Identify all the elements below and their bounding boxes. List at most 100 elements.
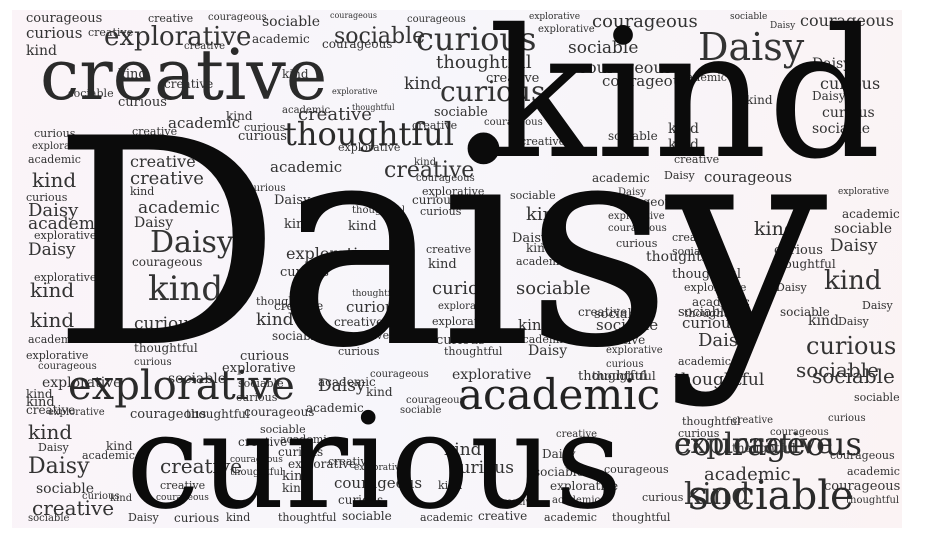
cloud-word: Daisy xyxy=(698,25,805,69)
cloud-word: creative xyxy=(160,139,206,152)
cloud-word: curious xyxy=(280,265,329,280)
cloud-word: courageous xyxy=(322,37,393,51)
cloud-word: kind xyxy=(226,109,253,123)
cloud-word: academic xyxy=(306,401,364,415)
cloud-word: explorative xyxy=(550,479,619,493)
cloud-word: Daisy xyxy=(28,200,79,221)
cloud-word: thoughtful xyxy=(592,369,656,383)
cloud-word: curious xyxy=(420,205,462,218)
cloud-word: academic xyxy=(516,333,569,346)
cloud-word: academic xyxy=(552,495,601,506)
cloud-word: sociable xyxy=(796,358,879,382)
cloud-word: academic xyxy=(692,295,750,309)
cloud-word: curious xyxy=(440,75,546,108)
cloud-word: sociable xyxy=(510,189,556,202)
cloud-word: curious xyxy=(774,243,823,258)
cloud-word: explorative xyxy=(222,361,296,376)
cloud-word: creative xyxy=(160,479,206,492)
cloud-word: Daisy xyxy=(618,187,646,198)
cloud-word: academic xyxy=(704,464,791,485)
cloud-word: kind xyxy=(404,74,442,94)
cloud-word: creative xyxy=(160,454,243,478)
cloud-word: explorative xyxy=(48,407,105,418)
cloud-word: creative xyxy=(344,329,390,342)
cloud-word: thoughtful xyxy=(612,511,671,524)
cloud-word: explorative xyxy=(838,187,890,197)
cloud-word: academic xyxy=(168,114,241,132)
cloud-word: thoughtful xyxy=(684,307,743,320)
cloud-word: Daisy xyxy=(134,215,174,231)
cloud-word: thoughtful xyxy=(732,441,796,455)
cloud-word: thoughtful xyxy=(772,257,836,271)
cloud-word: explorative xyxy=(32,141,89,152)
cloud-word: creative xyxy=(674,153,720,166)
cloud-word: academic xyxy=(270,158,343,176)
cloud-word: curious xyxy=(820,74,881,93)
cloud-word: creative xyxy=(164,77,214,91)
cloud-word: creative xyxy=(672,231,718,244)
cloud-word: explorative xyxy=(288,457,357,471)
cloud-word: curious xyxy=(432,278,500,299)
cloud-word: thoughtful xyxy=(846,495,900,506)
cloud-word: sociable xyxy=(834,221,893,237)
cloud-word: kind xyxy=(746,93,773,107)
cloud-word: thoughtful xyxy=(674,370,765,390)
cloud-word: creative xyxy=(132,125,178,138)
cloud-word: sociable xyxy=(730,12,768,22)
cloud-word-thoughtful: thoughtful xyxy=(284,115,454,153)
cloud-word: thoughtful xyxy=(278,511,337,524)
cloud-word: thoughtful xyxy=(230,467,284,478)
cloud-word: creative xyxy=(412,119,458,132)
cloud-word: sociable xyxy=(534,465,584,479)
cloud-word: kind xyxy=(284,217,313,232)
cloud-word: creative xyxy=(274,299,324,313)
cloud-word: creative xyxy=(596,333,646,347)
cloud-word: curious xyxy=(450,458,514,478)
cloud-word: creative xyxy=(486,71,540,86)
cloud-word: creative xyxy=(148,12,194,25)
cloud-word: explorative xyxy=(538,24,595,35)
cloud-word: Daisy xyxy=(512,231,549,246)
cloud-word: Daisy xyxy=(770,21,796,31)
cloud-word: thoughtful xyxy=(134,341,198,355)
cloud-word: thoughtful xyxy=(352,205,406,216)
cloud-word: kind xyxy=(118,67,147,82)
cloud-word: courageous xyxy=(406,395,465,406)
cloud-word: explorative xyxy=(684,281,747,294)
cloud-word: kind xyxy=(106,439,133,453)
cloud-word: kind xyxy=(282,67,309,81)
cloud-word: sociable xyxy=(68,87,114,100)
cloud-word: thoughtful xyxy=(256,295,315,308)
cloud-word: explorative xyxy=(286,244,377,263)
cloud-word: curious xyxy=(828,413,866,424)
cloud-word: kind xyxy=(256,310,294,330)
cloud-word: academic xyxy=(420,511,473,524)
cloud-word: Daisy xyxy=(812,56,852,72)
cloud-word: academic xyxy=(516,255,569,268)
cloud-word: creative xyxy=(88,26,134,39)
cloud-word: kind xyxy=(130,185,155,198)
cloud-word-creative: creative xyxy=(40,34,328,116)
cloud-word: explorative xyxy=(26,349,89,362)
cloud-word: curious xyxy=(244,121,286,134)
cloud-word: kind xyxy=(26,43,57,59)
cloud-word: Daisy xyxy=(542,447,576,461)
cloud-word: curious xyxy=(436,333,485,348)
cloud-word: academic xyxy=(28,333,81,346)
cloud-word: sociable xyxy=(780,305,830,319)
cloud-word: Daisy xyxy=(28,240,76,260)
cloud-word: kind xyxy=(26,395,55,410)
cloud-word: academic xyxy=(847,465,900,478)
cloud-word: curious xyxy=(678,427,720,440)
cloud-word-daisy: Daisy xyxy=(52,79,828,411)
cloud-word: kind xyxy=(754,218,796,240)
cloud-word: academic xyxy=(82,449,135,462)
cloud-word: academic xyxy=(544,511,597,524)
cloud-word: courageous xyxy=(244,405,315,419)
cloud-word: curious xyxy=(248,183,286,194)
cloud-word: curious xyxy=(682,314,739,332)
cloud-word: explorative xyxy=(452,367,532,383)
cloud-word: kind xyxy=(348,219,377,234)
cloud-word: thoughtful xyxy=(672,267,742,282)
